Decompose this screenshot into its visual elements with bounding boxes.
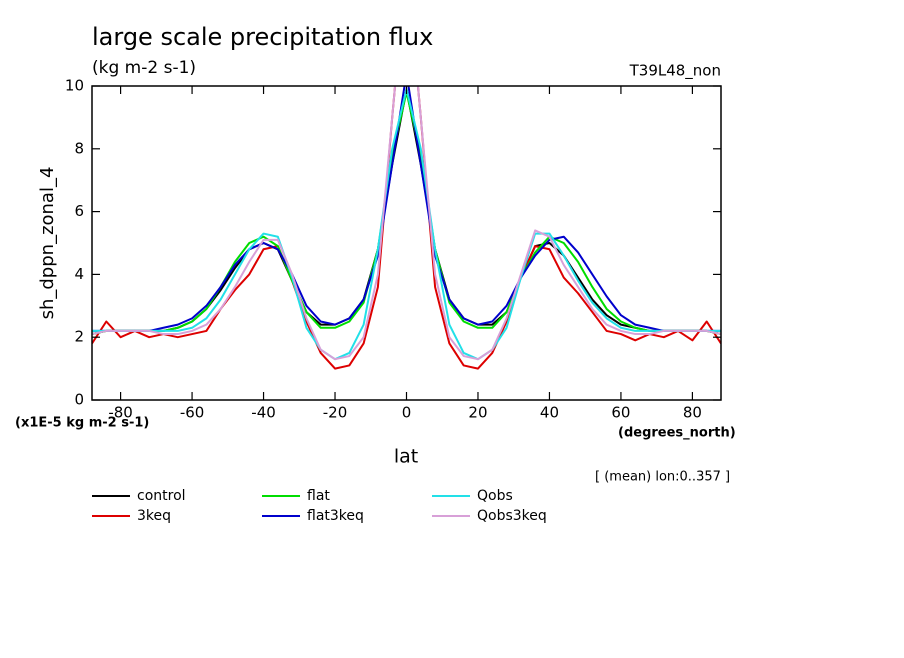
series-line (92, 86, 721, 332)
x-axis-label: lat (394, 446, 418, 468)
x-tick-label: -20 (323, 404, 348, 422)
series-line (92, 86, 721, 370)
chart-subtitle: (kg m-2 s-1) (92, 58, 196, 78)
x-tick-label: 20 (468, 404, 487, 422)
legend-label: flat (307, 488, 330, 504)
x-tick-label: -80 (108, 404, 133, 422)
y-tick-label: 6 (74, 202, 84, 220)
averaging-note: [ (mean) lon:0..357 ] (595, 470, 730, 485)
y-tick-label: 8 (74, 139, 84, 157)
x-tick-label: 60 (611, 404, 630, 422)
x-tick-label: 0 (402, 404, 412, 422)
x-unit-note: (degrees_north) (618, 426, 736, 441)
y-tick-label: 2 (74, 328, 84, 346)
x-tick-label: -60 (180, 404, 205, 422)
legend-label: control (137, 488, 186, 504)
y-axis-label: sh_dppn_zonal_4 (37, 167, 58, 320)
y-unit-note: (x1E-5 kg m-2 s-1) (15, 416, 149, 431)
x-tick-label: -40 (251, 404, 276, 422)
y-tick-label: 4 (74, 265, 84, 283)
legend-label: Qobs3keq (477, 508, 547, 524)
x-tick-label: 40 (540, 404, 559, 422)
legend-label: Qobs (477, 488, 513, 504)
run-label: T39L48_non (629, 62, 721, 81)
legend-label: flat3keq (307, 508, 364, 524)
y-tick-label: 0 (74, 391, 84, 409)
series-line (92, 86, 721, 361)
legend-label: 3keq (137, 508, 171, 524)
y-tick-label: 10 (65, 77, 84, 95)
x-tick-label: 80 (683, 404, 702, 422)
chart-title: large scale precipitation flux (92, 23, 433, 51)
